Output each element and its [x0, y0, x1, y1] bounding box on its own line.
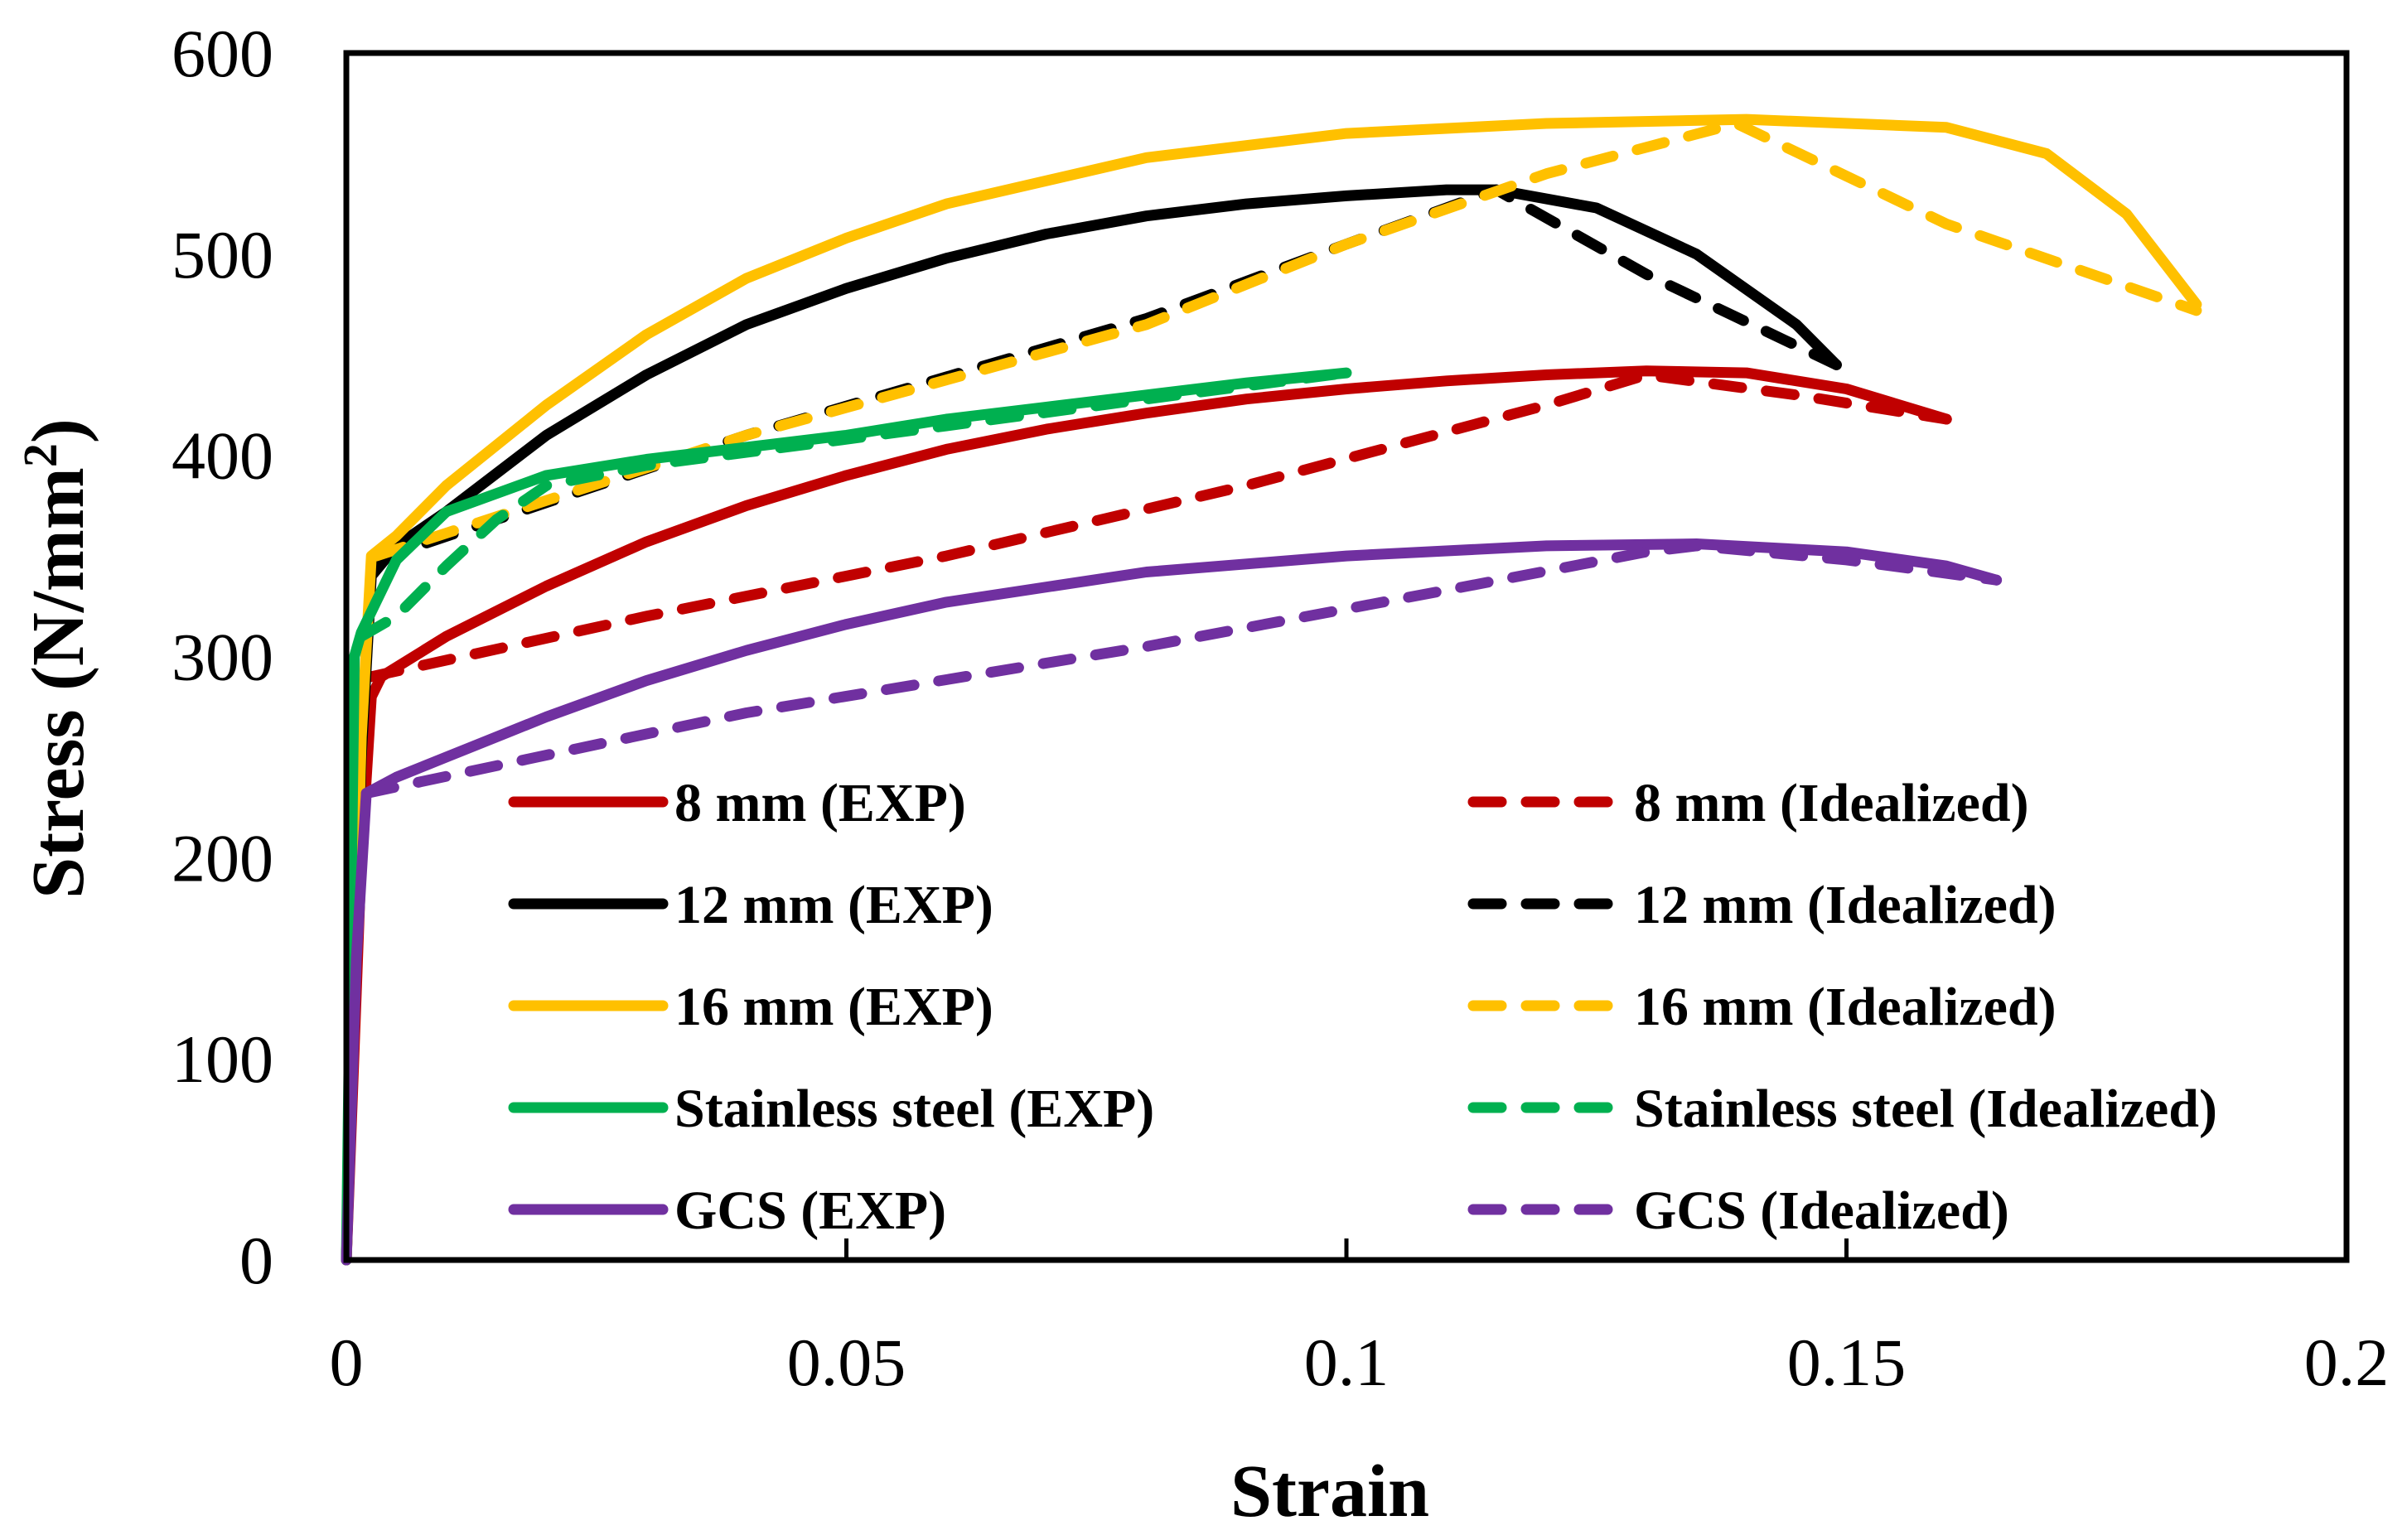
x-tick-label: 0.2 [2304, 1325, 2390, 1400]
legend-label-12-mm-idealized: 12 mm (Idealized) [1634, 875, 2057, 935]
legend-label-8-mm-exp: 8 mm (EXP) [674, 773, 966, 833]
x-tick-label: 0.05 [787, 1325, 906, 1400]
y-axis-title-main: Stress (N/mm [17, 467, 99, 899]
x-tick-label: 0 [330, 1325, 364, 1400]
y-tick-label: 0 [239, 1223, 273, 1298]
legend-label-gcs-exp: GCS (EXP) [674, 1180, 946, 1241]
legend-label-16-mm-exp: 16 mm (EXP) [674, 977, 993, 1037]
y-tick-label: 200 [172, 820, 273, 896]
y-axis-title: Stress (N/mm2) [13, 418, 99, 899]
y-tick-label: 400 [172, 418, 273, 494]
series-line-16-mm-idealized [370, 118, 2202, 562]
y-tick-label: 500 [172, 217, 273, 292]
series-line-12-mm-exp [341, 184, 1842, 1266]
x-tick-label: 0.1 [1304, 1325, 1390, 1400]
y-axis: 0 100 200 300 400 500 600 [172, 16, 273, 1298]
plot-lines [341, 113, 2202, 1266]
x-axis: 0 0.05 0.1 0.15 0.2 [330, 1238, 2390, 1400]
legend-label-16-mm-idealized: 16 mm (Idealized) [1634, 977, 2057, 1037]
y-tick-label: 300 [172, 620, 273, 695]
x-tick-label: 0.15 [1787, 1325, 1907, 1400]
y-tick-label: 600 [172, 16, 273, 91]
y-axis-title-superscript: 2 [13, 443, 67, 467]
legend-label-gcs-idealized: GCS (Idealized) [1634, 1180, 2009, 1241]
legend-label-stainless-steel-exp: Stainless steel (EXP) [674, 1079, 1154, 1139]
series-line-16-mm-exp [341, 113, 2202, 1266]
y-axis-title-close: ) [17, 418, 99, 443]
legend: 8 mm (EXP) 8 mm (Idealized) 12 mm (EXP) 12 … [508, 773, 2217, 1241]
x-axis-title: Strain [1230, 1451, 1429, 1533]
series-line-stainless-steel-exp [341, 367, 1352, 1266]
series-line-8-mm-idealized [365, 369, 1952, 683]
legend-label-8-mm-idealized: 8 mm (Idealized) [1634, 773, 2029, 833]
series-line-gcs-idealized [360, 540, 2003, 799]
y-tick-label: 100 [172, 1021, 273, 1097]
legend-label-stainless-steel-idealized: Stainless steel (Idealized) [1634, 1079, 2217, 1139]
legend-label-12-mm-exp: 12 mm (EXP) [674, 875, 993, 935]
series-line-stainless-steel-idealized [355, 367, 1352, 642]
